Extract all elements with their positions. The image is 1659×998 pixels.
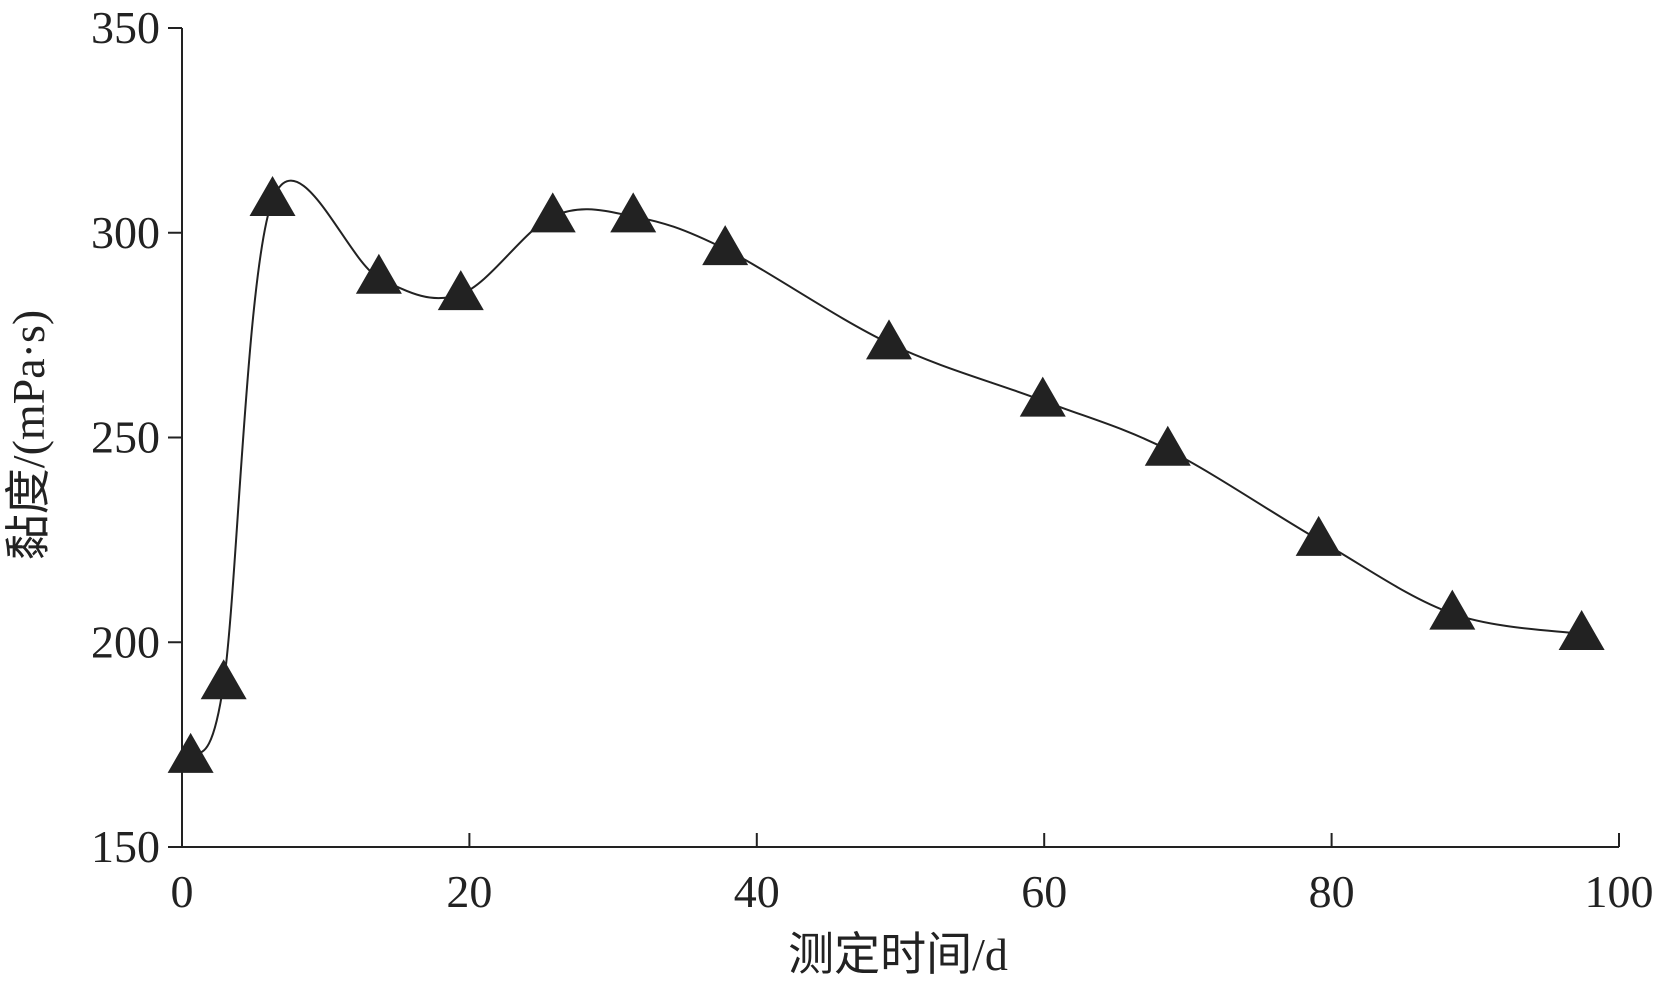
marker xyxy=(1295,515,1342,556)
y-tick-label: 300 xyxy=(91,207,160,258)
marker xyxy=(437,270,484,311)
marker xyxy=(167,732,214,773)
x-tick-label: 60 xyxy=(1021,866,1067,917)
x-axis-label: 测定时间/d xyxy=(788,929,1008,980)
x-tick-label: 20 xyxy=(446,866,492,917)
marker xyxy=(1558,610,1605,651)
marker xyxy=(1429,589,1476,630)
marker xyxy=(1019,376,1066,417)
marker xyxy=(610,192,657,233)
marker xyxy=(200,659,247,700)
x-tick-label: 40 xyxy=(734,866,780,917)
y-tick-label: 350 xyxy=(91,2,160,53)
x-tick-label: 80 xyxy=(1309,866,1355,917)
x-tick-label: 0 xyxy=(171,866,194,917)
marker xyxy=(529,192,576,233)
y-tick-label: 250 xyxy=(91,412,160,463)
marker xyxy=(866,319,913,360)
line xyxy=(189,179,1582,758)
y-tick-label: 200 xyxy=(91,616,160,667)
marker xyxy=(355,253,402,294)
x-tick-label: 100 xyxy=(1585,866,1654,917)
marker xyxy=(702,225,749,266)
marker xyxy=(249,175,296,216)
y-tick-label: 150 xyxy=(91,821,160,872)
marker xyxy=(1144,425,1191,466)
y-axis-label: 黏度/(mPa·s) xyxy=(3,310,54,560)
